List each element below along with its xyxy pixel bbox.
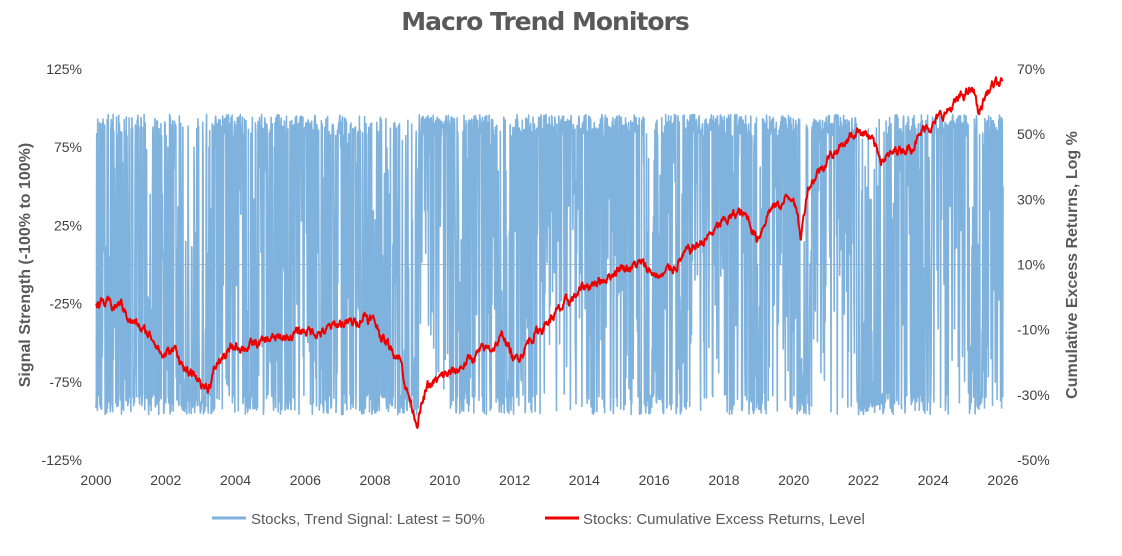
- x-tick-label: 2022: [848, 472, 879, 488]
- x-axis-ticks: 2000 2002 2004 2006 2008 2010 2012 2014 2016 2018…: [80, 472, 1018, 488]
- y-right-tick-label: -50%: [1017, 452, 1050, 468]
- plot-area: [95, 76, 1004, 429]
- legend-label-trend-signal: Stocks, Trend Signal: Latest = 50%: [251, 511, 485, 528]
- x-tick-label: 2002: [150, 472, 181, 488]
- y-left-tick-label: -75%: [49, 374, 82, 390]
- y-right-tick-label: 30%: [1017, 191, 1045, 207]
- legend-label-cumulative-returns: Stocks: Cumulative Excess Returns, Level: [583, 511, 865, 528]
- series-line-cumulative-returns: [95, 76, 1004, 429]
- x-tick-label: 2026: [987, 472, 1018, 488]
- x-tick-label: 2016: [639, 472, 670, 488]
- y-right-tick-label: -30%: [1017, 387, 1050, 403]
- y-left-tick-label: 75%: [54, 139, 82, 155]
- x-tick-label: 2000: [80, 472, 111, 488]
- y-right-tick-label: 70%: [1017, 61, 1045, 77]
- y-left-tick-label: -125%: [42, 452, 82, 468]
- x-tick-label: 2006: [290, 472, 321, 488]
- x-tick-label: 2004: [220, 472, 251, 488]
- right-axis-title: Cumulative Excess Returns, Log %: [1064, 131, 1081, 399]
- y-left-tick-label: 25%: [54, 217, 82, 233]
- x-tick-label: 2024: [918, 472, 949, 488]
- series-line-trend-signal: [95, 113, 1004, 416]
- y-right-tick-label: -10%: [1017, 322, 1050, 338]
- y-right-tick-label: 50%: [1017, 126, 1045, 142]
- right-axis-ticks: 70% 50% 30% 10% -10% -30% -50%: [1017, 61, 1050, 468]
- chart-title: Macro Trend Monitors: [401, 7, 689, 36]
- y-right-tick-label: 10%: [1017, 257, 1045, 273]
- x-tick-label: 2014: [569, 472, 600, 488]
- x-tick-label: 2018: [708, 472, 739, 488]
- y-left-tick-label: -25%: [49, 296, 82, 312]
- left-axis-title: Signal Strength (-100% to 100%): [17, 143, 34, 388]
- left-axis-ticks: 125% 75% 25% -25% -75% -125%: [42, 61, 82, 468]
- x-tick-label: 2010: [429, 472, 460, 488]
- y-left-tick-label: 125%: [46, 61, 82, 77]
- x-tick-label: 2008: [359, 472, 390, 488]
- legend: Stocks, Trend Signal: Latest = 50% Stock…: [212, 511, 865, 528]
- x-tick-label: 2020: [778, 472, 809, 488]
- x-tick-label: 2012: [499, 472, 530, 488]
